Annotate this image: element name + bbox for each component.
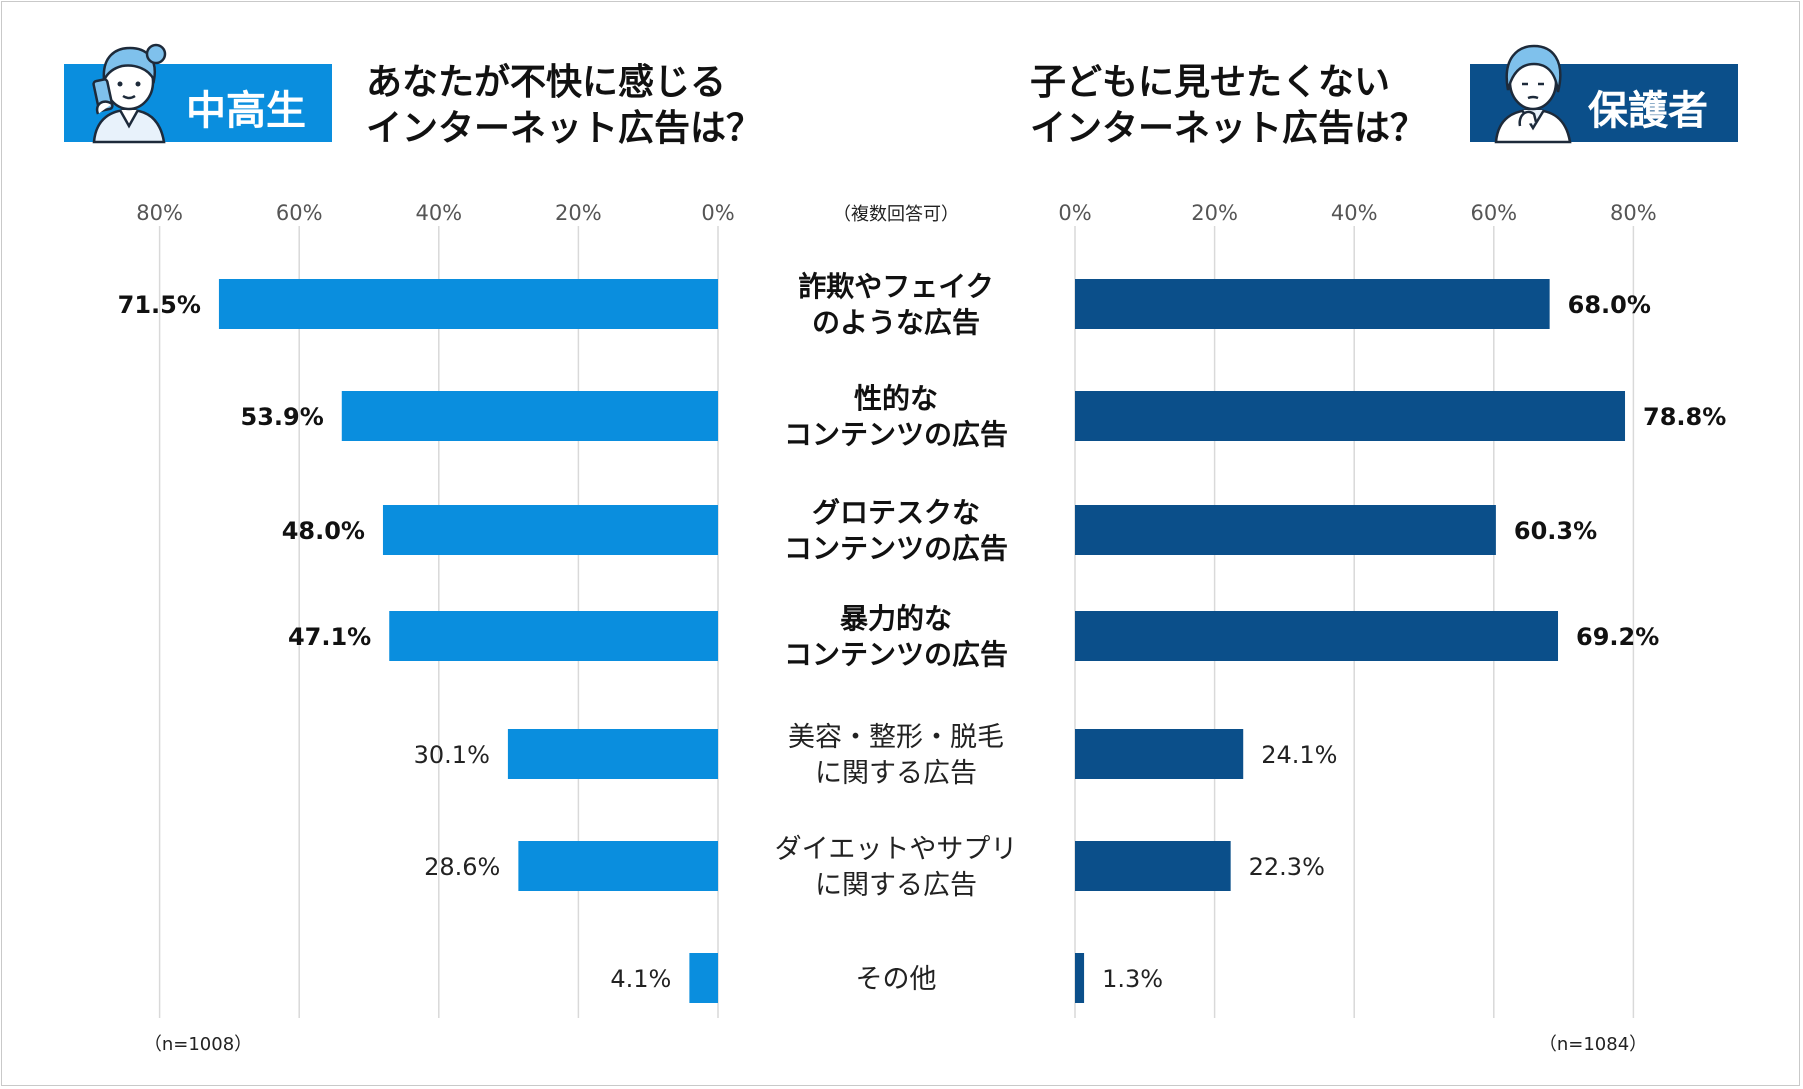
parent-value-label: 78.8% (1643, 403, 1726, 431)
parent-value-label: 1.3% (1102, 965, 1163, 993)
parent-sample-size: （n=1084） (1539, 1034, 1647, 1055)
parent-title-line-2: インターネット広告は？ (1030, 108, 1427, 149)
category-label: 美容・整形・脱毛 (788, 722, 1004, 753)
student-bar (389, 611, 718, 661)
right-x-tick-label: 0% (1058, 201, 1091, 225)
student-on-phone-icon (92, 43, 167, 144)
category-label: 詐欺やフェイク (798, 270, 993, 303)
category-label: グロテスクな (812, 496, 980, 529)
category-label: に関する広告 (815, 870, 977, 901)
student-value-label: 30.1% (414, 741, 490, 769)
student-badge-label: 中高生 (186, 88, 306, 134)
right-x-tick-label: 60% (1470, 201, 1517, 225)
category-label: ダイエットやサプリ (775, 834, 1018, 865)
left-x-tick-label: 80% (136, 201, 183, 225)
parent-value-label: 69.2% (1576, 623, 1659, 651)
parent-bar (1075, 953, 1085, 1003)
thinking-parent-icon (1494, 44, 1572, 144)
right-x-tick-label: 20% (1191, 201, 1238, 225)
student-question-title: あなたが不快に感じる インターネット広告は？ (366, 60, 762, 152)
right-x-tick-label: 40% (1331, 201, 1378, 225)
student-bar (518, 841, 718, 891)
student-value-label: 47.1% (288, 623, 371, 651)
student-title-line-1: あなたが不快に感じる (366, 62, 727, 103)
category-label: 暴力的な (840, 602, 952, 635)
parent-bar (1075, 611, 1559, 661)
student-value-label: 71.5% (118, 291, 201, 319)
category-label: コンテンツの広告 (784, 418, 1008, 451)
category-label: に関する広告 (815, 758, 977, 789)
category-label: その他 (856, 964, 937, 995)
student-bar (382, 505, 718, 555)
left-x-tick-label: 60% (276, 201, 323, 225)
student-bar (507, 729, 718, 779)
parent-value-label: 60.3% (1514, 517, 1597, 545)
parent-bar (1075, 841, 1231, 891)
parent-bar (1075, 505, 1496, 555)
right-x-tick-label: 80% (1610, 201, 1657, 225)
student-bar (341, 391, 718, 441)
student-bar (689, 953, 718, 1003)
parent-value-label: 22.3% (1249, 853, 1325, 881)
student-value-label: 48.0% (282, 517, 365, 545)
student-badge: 中高生 (64, 43, 332, 144)
student-value-label: 4.1% (610, 965, 671, 993)
parent-bar (1075, 391, 1626, 441)
student-sample-size: （n=1008） (144, 1034, 252, 1055)
category-label: コンテンツの広告 (784, 532, 1008, 565)
category-label: 性的な (854, 382, 938, 415)
parent-title-line-1: 子どもに見せたくない (1030, 62, 1391, 103)
left-x-tick-label: 40% (415, 201, 462, 225)
parent-value-label: 24.1% (1261, 741, 1337, 769)
parent-question-title: 子どもに見せたくない インターネット広告は？ (1030, 60, 1426, 152)
parent-bar (1075, 279, 1550, 329)
parent-badge: 保護者 (1470, 44, 1738, 144)
parent-badge-label: 保護者 (1588, 88, 1708, 134)
left-x-tick-label: 20% (555, 201, 602, 225)
category-label: のような広告 (812, 306, 980, 339)
student-value-label: 53.9% (241, 403, 324, 431)
student-bar (218, 279, 718, 329)
student-title-line-2: インターネット広告は？ (366, 108, 763, 149)
parent-value-label: 68.0% (1568, 291, 1651, 319)
parent-bar (1075, 729, 1244, 779)
category-label: コンテンツの広告 (784, 638, 1008, 671)
left-x-tick-label: 0% (701, 201, 734, 225)
multi-answer-note: （複数回答可） (833, 204, 959, 225)
student-value-label: 28.6% (424, 853, 500, 881)
